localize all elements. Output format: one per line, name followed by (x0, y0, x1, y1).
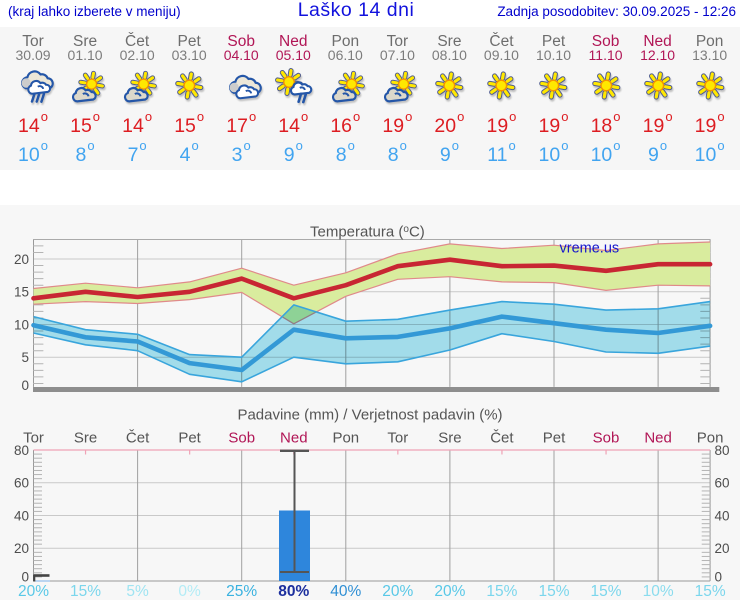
svg-text:Sre: Sre (74, 430, 97, 447)
svg-text:80: 80 (14, 443, 29, 458)
svg-text:60: 60 (715, 476, 730, 491)
svg-text:Ned: Ned (280, 430, 308, 447)
svg-text:Ned: Ned (644, 430, 672, 447)
svg-text:15%: 15% (486, 583, 517, 600)
svg-text:15%: 15% (695, 583, 726, 600)
svg-text:20: 20 (14, 252, 29, 267)
svg-text:15%: 15% (590, 583, 621, 600)
svg-text:0: 0 (715, 570, 723, 585)
svg-text:0%: 0% (178, 583, 201, 600)
svg-text:20%: 20% (382, 583, 413, 600)
svg-text:20%: 20% (434, 583, 465, 600)
svg-text:40: 40 (14, 508, 29, 523)
svg-text:Temperatura (oC): Temperatura (oC) (310, 224, 425, 241)
svg-text:10: 10 (14, 317, 29, 332)
svg-text:Sob: Sob (593, 430, 620, 447)
svg-text:Pon: Pon (332, 430, 359, 447)
svg-text:20: 20 (14, 541, 29, 556)
svg-text:Padavine (mm) / Verjetnost pad: Padavine (mm) / Verjetnost padavin (%) (237, 407, 502, 424)
svg-text:40%: 40% (330, 583, 361, 600)
svg-text:20%: 20% (18, 583, 49, 600)
svg-text:Čet: Čet (490, 430, 514, 447)
svg-text:0: 0 (21, 378, 29, 393)
svg-text:60: 60 (14, 476, 29, 491)
svg-text:15%: 15% (70, 583, 101, 600)
svg-text:Tor: Tor (23, 430, 44, 447)
svg-text:20: 20 (715, 541, 730, 556)
svg-text:Sre: Sre (438, 430, 461, 447)
svg-text:15: 15 (14, 285, 29, 300)
svg-text:40: 40 (715, 508, 730, 523)
svg-text:5%: 5% (126, 583, 149, 600)
svg-text:25%: 25% (226, 583, 257, 600)
svg-text:Čet: Čet (126, 430, 150, 447)
svg-text:15%: 15% (538, 583, 569, 600)
svg-text:80%: 80% (278, 583, 309, 600)
svg-text:vreme.us: vreme.us (560, 241, 620, 257)
svg-text:Sob: Sob (228, 430, 255, 447)
svg-text:80: 80 (715, 443, 730, 458)
svg-text:Pon: Pon (697, 430, 724, 447)
svg-text:5: 5 (21, 350, 29, 365)
svg-text:Pet: Pet (543, 430, 566, 447)
svg-text:0: 0 (21, 570, 29, 585)
svg-text:10%: 10% (643, 583, 674, 600)
svg-text:Tor: Tor (387, 430, 408, 447)
svg-text:Pet: Pet (178, 430, 201, 447)
